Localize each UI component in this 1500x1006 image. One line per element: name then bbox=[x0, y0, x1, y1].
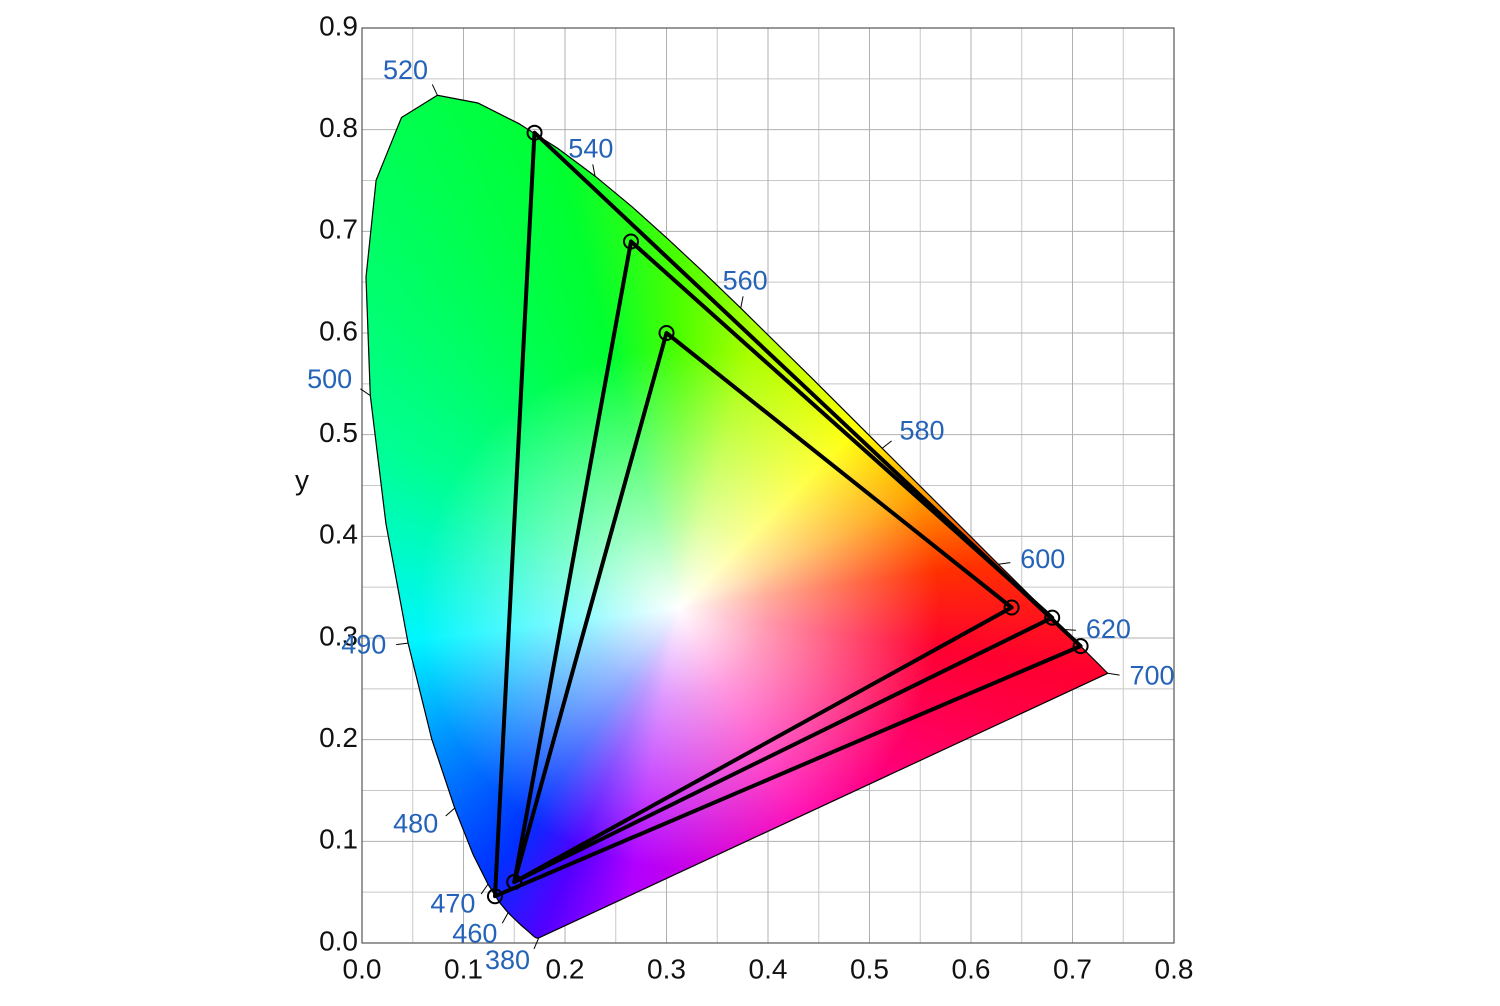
gamut-vertex bbox=[622, 233, 639, 250]
x-tick-label: 0.0 bbox=[343, 953, 382, 984]
wavelength-label: 700 bbox=[1129, 660, 1174, 690]
wavelength-tick bbox=[431, 84, 438, 96]
gamut-vertex bbox=[1072, 638, 1089, 655]
wavelength-label: 600 bbox=[1020, 544, 1065, 574]
gamut-vertex bbox=[1044, 609, 1061, 626]
y-tick-label: 0.0 bbox=[319, 925, 358, 956]
x-tick-label: 0.3 bbox=[647, 953, 686, 984]
wavelength-tick bbox=[881, 440, 892, 449]
wavelength-label: 460 bbox=[452, 919, 497, 949]
x-tick-label: 0.6 bbox=[952, 953, 991, 984]
x-tick-label: 0.2 bbox=[546, 953, 585, 984]
wavelength-tick bbox=[740, 296, 744, 309]
x-tick-label: 0.8 bbox=[1155, 953, 1194, 984]
wavelength-label: 620 bbox=[1086, 614, 1131, 644]
wavelength-label: 380 bbox=[485, 945, 530, 975]
wavelength-tick bbox=[445, 807, 456, 817]
wavelength-label: 580 bbox=[899, 415, 944, 445]
y-tick-label: 0.5 bbox=[319, 417, 358, 448]
gamut-triangle bbox=[493, 130, 1083, 899]
wavelength-tick bbox=[501, 912, 509, 924]
x-tick-label: 0.4 bbox=[749, 953, 788, 984]
wavelength-tick bbox=[396, 642, 409, 646]
y-tick-label: 0.1 bbox=[319, 824, 358, 855]
y-tick-label: 0.6 bbox=[319, 315, 358, 346]
wavelength-tick bbox=[533, 937, 540, 950]
y-tick-label: 0.7 bbox=[319, 214, 358, 245]
y-tick-label: 0.2 bbox=[319, 722, 358, 753]
wavelength-tick bbox=[480, 883, 489, 895]
gamut-vertex bbox=[658, 325, 675, 341]
wavelength-label: 500 bbox=[307, 364, 352, 394]
gamut-vertex bbox=[1003, 599, 1020, 616]
wavelength-tick bbox=[1107, 672, 1120, 676]
gamut-triangle bbox=[512, 331, 1014, 884]
y-axis-label: y bbox=[295, 464, 309, 495]
wavelength-tick bbox=[998, 562, 1011, 565]
wavelength-label: 560 bbox=[723, 266, 768, 296]
gamut-vertex bbox=[486, 888, 503, 905]
y-tick-label: 0.9 bbox=[319, 10, 358, 41]
gamut-triangle bbox=[512, 239, 1055, 884]
plot-frame bbox=[361, 27, 1175, 944]
gamut-vertex bbox=[506, 874, 523, 890]
wavelength-label: 490 bbox=[341, 629, 386, 659]
wavelength-label: 470 bbox=[430, 889, 475, 919]
wavelength-tick bbox=[360, 388, 371, 397]
wavelength-label: 520 bbox=[383, 55, 428, 85]
x-tick-label: 0.1 bbox=[444, 953, 483, 984]
y-tick-label: 0.4 bbox=[319, 519, 358, 550]
x-tick-label: 0.7 bbox=[1053, 953, 1092, 984]
wavelength-tick bbox=[592, 164, 596, 177]
wavelength-label: 480 bbox=[393, 808, 438, 838]
x-tick-label: 0.5 bbox=[850, 953, 889, 984]
gamut-vertex bbox=[526, 124, 543, 141]
wavelength-label: 540 bbox=[568, 134, 613, 164]
y-tick-label: 0.8 bbox=[319, 112, 358, 143]
y-tick-label: 0.3 bbox=[319, 620, 358, 651]
